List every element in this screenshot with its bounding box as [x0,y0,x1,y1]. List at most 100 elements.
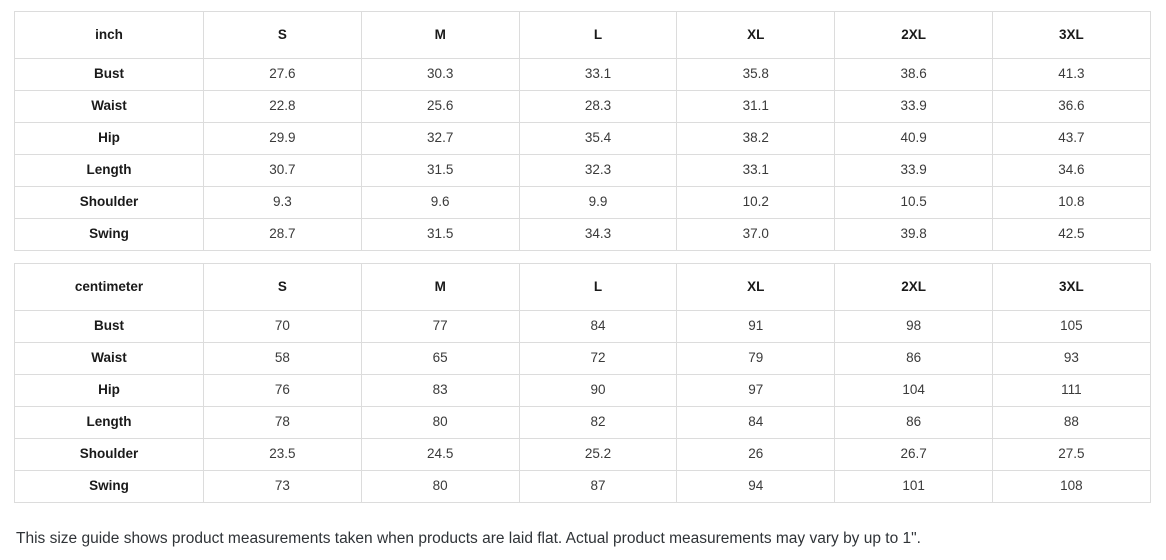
unit-header-centimeter: centimeter [14,263,204,311]
centimeter-table-body: Bust 70 77 84 91 98 105 Waist 58 65 72 7… [14,310,1151,503]
cell-waist-xl: 79 [676,342,836,375]
cell-hip-l: 35.4 [518,122,678,155]
table-row: Swing 28.7 31.5 34.3 37.0 39.8 42.5 [14,218,1151,251]
row-label-length: Length [14,406,204,439]
table-row: Hip 29.9 32.7 35.4 38.2 40.9 43.7 [14,122,1151,155]
table-row: Waist 58 65 72 79 86 93 [14,342,1151,375]
cell-waist-s: 58 [203,342,362,375]
table-row: Hip 76 83 90 97 104 111 [14,374,1151,407]
inch-size-table: inch S M L XL 2XL 3XL Bust 27.6 30.3 33.… [14,11,1151,251]
size-header-2xl: 2XL [834,11,993,59]
unit-header-inch: inch [14,11,204,59]
cell-length-m: 80 [360,406,520,439]
cell-bust-s: 27.6 [203,58,362,91]
cell-swing-3xl: 108 [991,470,1151,503]
cell-bust-3xl: 105 [991,310,1151,343]
size-header-xl: XL [676,11,836,59]
cell-hip-2xl: 104 [834,374,993,407]
cell-length-l: 32.3 [518,154,678,187]
table-row: Bust 27.6 30.3 33.1 35.8 38.6 41.3 [14,58,1151,91]
cell-hip-3xl: 43.7 [991,122,1151,155]
cell-waist-xl: 31.1 [676,90,836,123]
cell-bust-xl: 35.8 [676,58,836,91]
centimeter-table-header: centimeter S M L XL 2XL 3XL [14,263,1151,311]
cell-swing-m: 31.5 [360,218,520,251]
cell-waist-m: 25.6 [360,90,520,123]
cell-shoulder-2xl: 10.5 [834,186,993,219]
cell-hip-xl: 97 [676,374,836,407]
cell-hip-m: 83 [360,374,520,407]
cell-bust-m: 30.3 [360,58,520,91]
table-row: Shoulder 9.3 9.6 9.9 10.2 10.5 10.8 [14,186,1151,219]
size-header-2xl: 2XL [834,263,993,311]
size-header-3xl: 3XL [991,11,1151,59]
cell-shoulder-m: 9.6 [360,186,520,219]
size-header-xl: XL [676,263,836,311]
cell-hip-xl: 38.2 [676,122,836,155]
cell-waist-l: 28.3 [518,90,678,123]
centimeter-size-table: centimeter S M L XL 2XL 3XL Bust 70 77 8… [14,263,1151,503]
cell-shoulder-s: 23.5 [203,438,362,471]
cell-shoulder-2xl: 26.7 [834,438,993,471]
cell-hip-s: 29.9 [203,122,362,155]
cell-hip-2xl: 40.9 [834,122,993,155]
cell-swing-3xl: 42.5 [991,218,1151,251]
cell-bust-m: 77 [360,310,520,343]
cell-swing-l: 87 [518,470,678,503]
cell-hip-m: 32.7 [360,122,520,155]
cell-shoulder-3xl: 10.8 [991,186,1151,219]
cell-waist-3xl: 93 [991,342,1151,375]
cell-swing-s: 28.7 [203,218,362,251]
cell-waist-s: 22.8 [203,90,362,123]
cell-swing-s: 73 [203,470,362,503]
cell-length-2xl: 86 [834,406,993,439]
cell-bust-3xl: 41.3 [991,58,1151,91]
cell-waist-l: 72 [518,342,678,375]
cell-shoulder-m: 24.5 [360,438,520,471]
cell-waist-3xl: 36.6 [991,90,1151,123]
row-label-waist: Waist [14,90,204,123]
row-label-length: Length [14,154,204,187]
cell-waist-2xl: 86 [834,342,993,375]
table-row: Waist 22.8 25.6 28.3 31.1 33.9 36.6 [14,90,1151,123]
cell-bust-s: 70 [203,310,362,343]
row-label-shoulder: Shoulder [14,186,204,219]
size-header-s: S [203,11,362,59]
table-header-row: centimeter S M L XL 2XL 3XL [14,263,1151,311]
cell-shoulder-s: 9.3 [203,186,362,219]
cell-length-3xl: 88 [991,406,1151,439]
size-header-l: L [518,263,678,311]
table-row: Swing 73 80 87 94 101 108 [14,470,1151,503]
row-label-waist: Waist [14,342,204,375]
cell-length-s: 30.7 [203,154,362,187]
cell-bust-2xl: 98 [834,310,993,343]
size-header-m: M [360,263,520,311]
cell-length-3xl: 34.6 [991,154,1151,187]
row-label-bust: Bust [14,310,204,343]
centimeter-size-table-container: centimeter S M L XL 2XL 3XL Bust 70 77 8… [14,263,1151,503]
cell-length-xl: 33.1 [676,154,836,187]
table-row: Length 78 80 82 84 86 88 [14,406,1151,439]
cell-shoulder-3xl: 27.5 [991,438,1151,471]
size-header-s: S [203,263,362,311]
size-header-m: M [360,11,520,59]
table-row: Shoulder 23.5 24.5 25.2 26 26.7 27.5 [14,438,1151,471]
size-header-l: L [518,11,678,59]
cell-length-m: 31.5 [360,154,520,187]
size-guide-footnote: This size guide shows product measuremen… [16,530,921,547]
cell-waist-2xl: 33.9 [834,90,993,123]
inch-table-body: Bust 27.6 30.3 33.1 35.8 38.6 41.3 Waist… [14,58,1151,251]
cell-hip-l: 90 [518,374,678,407]
cell-shoulder-xl: 10.2 [676,186,836,219]
row-label-shoulder: Shoulder [14,438,204,471]
row-label-hip: Hip [14,122,204,155]
table-header-row: inch S M L XL 2XL 3XL [14,11,1151,59]
cell-bust-2xl: 38.6 [834,58,993,91]
row-label-bust: Bust [14,58,204,91]
cell-length-s: 78 [203,406,362,439]
cell-bust-l: 84 [518,310,678,343]
cell-length-2xl: 33.9 [834,154,993,187]
inch-size-table-container: inch S M L XL 2XL 3XL Bust 27.6 30.3 33.… [14,11,1151,251]
cell-bust-l: 33.1 [518,58,678,91]
cell-swing-xl: 94 [676,470,836,503]
